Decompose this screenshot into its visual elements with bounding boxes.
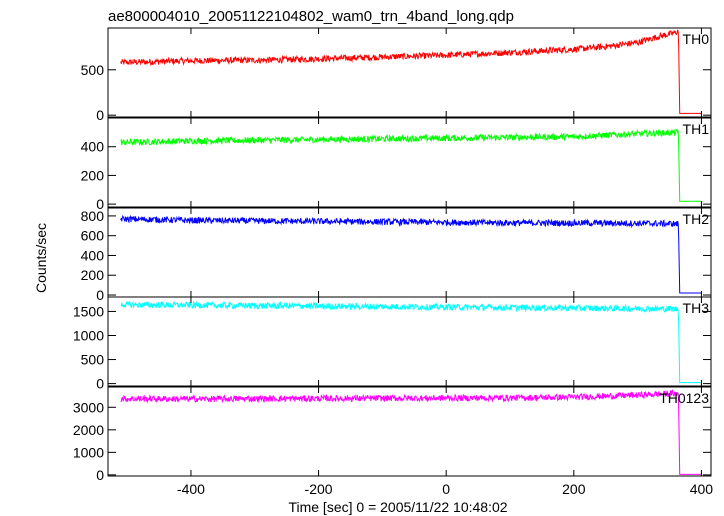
panel-th0123: 0 1000 2000 3000 TH0123 [73,386,712,483]
panel-label-th2: TH2 [683,211,710,227]
y-tick-label: 0 [96,376,104,392]
series-line-th0123 [120,388,702,475]
y-tick-label: 400 [81,247,105,263]
x-tick-label: 200 [562,481,586,497]
chart-panels: 0 500 TH0 0 200 400 TH1 0 200 400 600 800 TH2 0 500 100… [73,27,712,483]
y-tick-label: 200 [81,267,105,283]
series-line-th1 [120,128,702,202]
panel-frame [107,117,712,208]
panel-label-th0: TH0 [683,31,710,47]
x-tick-label: 0 [442,481,450,497]
panel-th2: 0 200 400 600 800 TH2 [81,207,712,303]
panel-frame [107,386,712,477]
panel-label-th3: TH3 [683,300,710,316]
y-axis-label: Counts/sec [33,223,49,293]
y-tick-label: 1000 [73,327,104,343]
series-line-th0 [120,29,702,114]
y-tick-label: 0 [96,287,104,303]
y-tick-label: 800 [81,208,105,224]
x-tick-label: -200 [305,481,333,497]
y-tick-label: 0 [96,196,104,212]
y-tick-label: 1500 [73,303,104,319]
panel-th3: 0 500 1000 1500 TH3 [73,296,712,392]
panel-label-th1: TH1 [683,121,710,137]
y-tick-label: 1000 [73,444,104,460]
series-line-th2 [120,214,702,294]
series-line-th3 [120,300,702,384]
panel-frame [107,296,712,387]
panel-th1: 0 200 400 TH1 [81,117,712,212]
y-tick-label: 400 [81,139,105,155]
y-tick-label: 500 [81,62,105,78]
y-tick-label: 500 [81,352,105,368]
x-axis-label: Time [sec] 0 = 2005/11/22 10:48:02 [288,499,507,515]
x-tick-label: -400 [177,481,205,497]
chart-title: ae800004010_20051122104802_wam0_trn_4ban… [108,8,514,25]
y-tick-label: 200 [81,167,105,183]
y-tick-label: 0 [96,107,104,123]
y-tick-label: 0 [96,467,104,483]
y-tick-label: 3000 [73,399,104,415]
x-tick-label: 400 [690,481,714,497]
y-tick-label: 600 [81,228,105,244]
y-tick-label: 2000 [73,422,104,438]
panel-label-th0123: TH0123 [659,390,709,406]
panel-th0: 0 500 TH0 [81,27,712,123]
panel-frame [107,27,712,118]
x-axis-ticks: -400 -200 0 200 400 [177,481,713,497]
